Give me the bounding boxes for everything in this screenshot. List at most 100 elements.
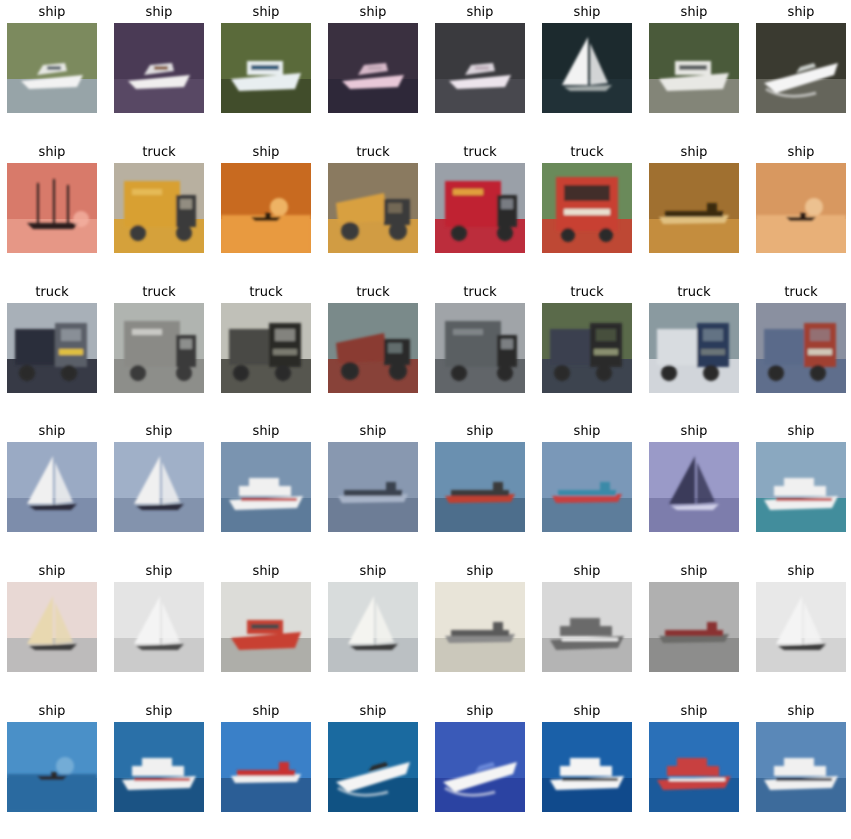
thumbnail-image bbox=[7, 582, 97, 673]
image-label: truck bbox=[784, 284, 818, 300]
thumbnail-image bbox=[328, 582, 418, 673]
image-grid: ship ship ship bbox=[7, 0, 847, 818]
thumbnail-image bbox=[114, 582, 204, 673]
thumbnail-image bbox=[114, 23, 204, 113]
grid-cell: ship bbox=[756, 419, 846, 559]
grid-cell: ship bbox=[542, 0, 632, 140]
thumbnail-image bbox=[649, 302, 739, 393]
thumbnail-image bbox=[221, 23, 311, 113]
thumbnail-image bbox=[114, 302, 204, 393]
grid-cell: ship bbox=[7, 140, 97, 280]
grid-cell: ship bbox=[435, 0, 525, 140]
image-label: ship bbox=[252, 704, 280, 719]
image-label: ship bbox=[252, 5, 280, 20]
thumbnail-image bbox=[756, 722, 846, 812]
thumbnail-image bbox=[7, 23, 97, 113]
grid-cell: ship bbox=[114, 0, 204, 140]
thumbnail-image bbox=[756, 442, 846, 533]
image-label: ship bbox=[787, 564, 815, 580]
thumbnail-image bbox=[7, 302, 97, 393]
grid-cell: ship bbox=[328, 559, 418, 699]
image-label: truck bbox=[356, 284, 390, 300]
image-label: ship bbox=[680, 424, 708, 440]
thumbnail-image bbox=[328, 722, 418, 812]
grid-cell: ship bbox=[114, 699, 204, 839]
image-label: ship bbox=[145, 564, 173, 580]
image-label: ship bbox=[145, 424, 173, 440]
grid-cell: truck bbox=[114, 140, 204, 280]
thumbnail-image bbox=[114, 162, 204, 253]
thumbnail-image bbox=[542, 582, 632, 673]
grid-cell: ship bbox=[328, 699, 418, 839]
thumbnail-image bbox=[542, 442, 632, 533]
thumbnail-image bbox=[649, 23, 739, 113]
grid-cell: ship bbox=[756, 140, 846, 280]
thumbnail-image bbox=[221, 162, 311, 253]
grid-cell: ship bbox=[649, 419, 739, 559]
thumbnail-image bbox=[649, 582, 739, 673]
thumbnail-image bbox=[328, 302, 418, 393]
grid-cell: ship bbox=[649, 0, 739, 140]
grid-cell: truck bbox=[435, 280, 525, 420]
thumbnail-image bbox=[114, 722, 204, 812]
thumbnail-image bbox=[221, 722, 311, 812]
thumbnail-image bbox=[435, 722, 525, 812]
image-label: ship bbox=[466, 424, 494, 440]
thumbnail-image bbox=[542, 722, 632, 812]
image-label: ship bbox=[787, 704, 815, 719]
image-label: ship bbox=[359, 5, 387, 20]
thumbnail-image bbox=[328, 23, 418, 113]
image-label: ship bbox=[359, 564, 387, 580]
thumbnail-image bbox=[328, 442, 418, 533]
grid-cell: truck bbox=[756, 280, 846, 420]
grid-cell: ship bbox=[542, 699, 632, 839]
grid-cell: ship bbox=[649, 140, 739, 280]
thumbnail-image bbox=[7, 442, 97, 533]
thumbnail-image bbox=[435, 302, 525, 393]
thumbnail-image bbox=[435, 582, 525, 673]
thumbnail-image bbox=[649, 442, 739, 533]
image-label: truck bbox=[142, 144, 176, 160]
image-label: truck bbox=[463, 284, 497, 300]
grid-cell: truck bbox=[435, 140, 525, 280]
grid-cell: ship bbox=[542, 559, 632, 699]
image-label: ship bbox=[359, 704, 387, 719]
thumbnail-image bbox=[7, 162, 97, 253]
grid-cell: ship bbox=[221, 0, 311, 140]
image-label: ship bbox=[38, 144, 66, 160]
image-label: ship bbox=[145, 5, 173, 20]
grid-cell: ship bbox=[7, 419, 97, 559]
image-label: ship bbox=[573, 564, 601, 580]
grid-cell: ship bbox=[221, 699, 311, 839]
image-label: ship bbox=[252, 424, 280, 440]
grid-cell: truck bbox=[328, 280, 418, 420]
grid-cell: truck bbox=[328, 140, 418, 280]
thumbnail-image bbox=[435, 23, 525, 113]
grid-cell: truck bbox=[221, 280, 311, 420]
grid-cell: ship bbox=[114, 419, 204, 559]
grid-cell: truck bbox=[7, 280, 97, 420]
grid-cell: ship bbox=[756, 699, 846, 839]
grid-cell: ship bbox=[435, 559, 525, 699]
image-label: truck bbox=[356, 144, 390, 160]
thumbnail-image bbox=[328, 162, 418, 253]
thumbnail-image bbox=[756, 302, 846, 393]
image-label: truck bbox=[570, 284, 604, 300]
grid-cell: ship bbox=[649, 699, 739, 839]
image-label: truck bbox=[35, 284, 69, 300]
grid-cell: truck bbox=[649, 280, 739, 420]
grid-cell: ship bbox=[221, 140, 311, 280]
image-label: truck bbox=[463, 144, 497, 160]
grid-cell: ship bbox=[7, 0, 97, 140]
image-label: ship bbox=[573, 424, 601, 440]
image-label: truck bbox=[570, 144, 604, 160]
thumbnail-image bbox=[756, 582, 846, 673]
thumbnail-image bbox=[649, 722, 739, 812]
thumbnail-image bbox=[221, 582, 311, 673]
thumbnail-image bbox=[542, 162, 632, 253]
image-label: ship bbox=[680, 564, 708, 580]
thumbnail-image bbox=[7, 722, 97, 812]
image-label: ship bbox=[680, 144, 708, 160]
grid-cell: truck bbox=[114, 280, 204, 420]
grid-cell: ship bbox=[542, 419, 632, 559]
